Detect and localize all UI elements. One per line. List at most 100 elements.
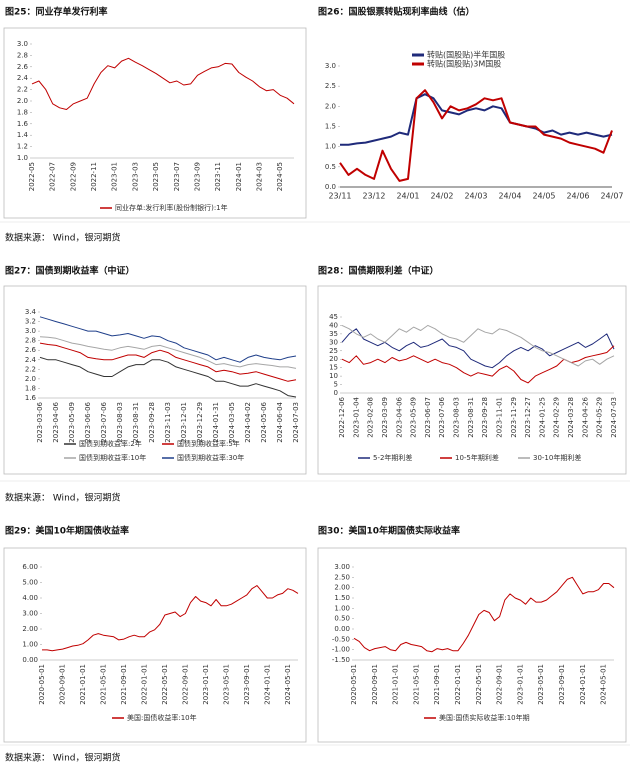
series-line (39, 316, 297, 363)
x-tick-label: 2024-04-26 (581, 396, 589, 437)
series-line (339, 89, 613, 182)
x-tick-label: 2023-03-09 (381, 397, 389, 438)
legend-label: 美国:国债实际收益率:10年期 (439, 713, 530, 722)
y-tick-label: 30 (329, 338, 338, 346)
x-tick-label: 2023-01-04 (352, 396, 360, 437)
legend-label: 国债到期收益率:2年 (79, 439, 142, 448)
x-tick-label: 2023-09-01 (558, 664, 566, 705)
series-line (39, 342, 297, 382)
y-tick-label: 1.2 (17, 143, 28, 151)
x-tick-label: 2023-09-28 (481, 397, 489, 438)
legend-label: 国债到期收益率:5年 (177, 439, 240, 448)
y-tick-label: 1.4 (17, 131, 29, 139)
x-tick-label: 2022-11 (90, 162, 98, 191)
x-tick-label: 2021-01-01 (392, 664, 400, 705)
chart-frame (3, 27, 307, 219)
x-tick-label: 2024-01-01 (579, 664, 587, 705)
y-tick-label: 0.00 (334, 625, 350, 633)
y-tick-label: 2.0 (17, 97, 28, 105)
x-tick-label: 2022-09-01 (496, 664, 504, 705)
x-tick-label: 2023-11-03 (164, 402, 172, 443)
y-tick-label: 0.00 (22, 656, 38, 664)
x-tick-label: 2022-05-01 (161, 664, 169, 705)
y-tick-label: 2.00 (22, 625, 38, 633)
series-line (31, 57, 295, 110)
y-tick-label: 3.00 (334, 563, 350, 571)
source-note: 数据来源： Wind，银河期货 (5, 232, 120, 244)
legend-label: 国债到期收益率:30年 (177, 453, 244, 462)
y-tick-label: 2.5 (325, 82, 336, 90)
y-tick-label: 0.50 (334, 615, 350, 623)
source-note: 数据来源： Wind，银河期货 (5, 752, 120, 764)
x-tick-label: 2023-05-01 (537, 664, 545, 705)
chart-title: 图26：国股银票转贴现利率曲线（估） (318, 6, 475, 18)
x-tick-label: 2024-03-05 (228, 402, 236, 443)
y-tick-label: 25 (329, 347, 338, 355)
x-tick-label: 2023-01-01 (202, 664, 210, 705)
chart-title: 图25：同业存单发行利率 (5, 6, 108, 18)
legend-label: 转贴(国股贴)3M国股 (427, 59, 501, 69)
x-tick-label: 2023-07-06 (100, 401, 108, 442)
x-tick-label: 2022-09 (69, 162, 77, 191)
y-tick-label: -1.50 (332, 656, 350, 664)
chart-frame (3, 285, 307, 475)
x-tick-label: 2021-09-01 (120, 664, 128, 705)
x-tick-label: 2024-01-01 (263, 664, 271, 705)
y-tick-label: 2.6 (17, 63, 29, 71)
source-note: 数据来源： Wind，银河期货 (5, 492, 120, 504)
x-tick-label: 2023-08-03 (453, 397, 461, 438)
y-tick-label: 35 (329, 330, 338, 338)
legend-label: 5-2年期利差 (373, 453, 412, 462)
series-line (340, 93, 613, 146)
y-tick-label: 1.0 (325, 143, 336, 151)
x-tick-label: 2023-08-31 (467, 397, 475, 438)
y-tick-label: 1.5 (325, 123, 336, 131)
y-tick-label: 4.00 (22, 594, 38, 602)
x-tick-label: 2023-12-27 (524, 397, 532, 438)
x-tick-label: 2023-01 (111, 162, 119, 191)
x-tick-label: 2022-12-06 (338, 396, 346, 437)
y-tick-label: 2.8 (17, 51, 28, 59)
y-tick-label: 3.00 (22, 610, 38, 618)
x-tick-label: 24/02 (430, 192, 453, 201)
x-tick-label: 2023-06-06 (84, 401, 92, 442)
chart-title: 图30：美国10年期国债实际收益率 (318, 525, 460, 537)
x-tick-label: 2021-05-01 (412, 664, 420, 705)
x-tick-label: 2023-07 (173, 162, 181, 191)
x-tick-label: 2023-09-01 (243, 664, 251, 705)
chart-frame (317, 285, 627, 475)
series-line (341, 345, 615, 384)
legend-label: 30-10年期利差 (533, 453, 581, 462)
series-line (353, 576, 615, 653)
x-tick-label: 2023-03-06 (36, 401, 44, 442)
x-tick-label: 2023-06-07 (424, 397, 432, 438)
x-tick-label: 2020-09-01 (58, 664, 66, 705)
y-tick-label: 40 (329, 321, 338, 329)
x-tick-label: 2024-01-31 (212, 402, 220, 443)
y-tick-label: 6.00 (22, 563, 38, 571)
x-tick-label: 2020-05-01 (350, 664, 358, 705)
x-tick-label: 2024-03 (256, 162, 264, 191)
x-tick-label: 2020-09-01 (371, 664, 379, 705)
x-tick-label: 24/04 (498, 192, 521, 201)
x-tick-label: 2024-02-29 (553, 397, 561, 438)
x-tick-label: 2023-09-28 (148, 402, 156, 443)
x-tick-label: 2024-06-04 (276, 401, 284, 442)
x-tick-label: 2022-07 (49, 162, 57, 191)
x-tick-label: 2024-01-25 (538, 397, 546, 438)
x-tick-label: 2023-05-01 (222, 664, 230, 705)
y-tick-label: 1.6 (17, 120, 29, 128)
y-tick-label: 10 (329, 372, 338, 380)
y-tick-label: 2.6 (25, 346, 37, 354)
x-tick-label: 2023-12-29 (196, 402, 204, 443)
x-tick-label: 2020-05-01 (38, 664, 46, 705)
y-tick-label: -1.00 (332, 646, 350, 654)
y-tick-label: 1.8 (25, 384, 36, 392)
y-tick-label: 3.0 (17, 40, 28, 48)
x-tick-label: 2024-05-01 (600, 664, 608, 705)
y-tick-label: 1.8 (17, 108, 28, 116)
x-tick-label: 2021-01-01 (79, 664, 87, 705)
series-line (341, 324, 615, 367)
y-tick-label: 3.0 (325, 62, 336, 70)
y-tick-label: 2.8 (25, 337, 36, 345)
